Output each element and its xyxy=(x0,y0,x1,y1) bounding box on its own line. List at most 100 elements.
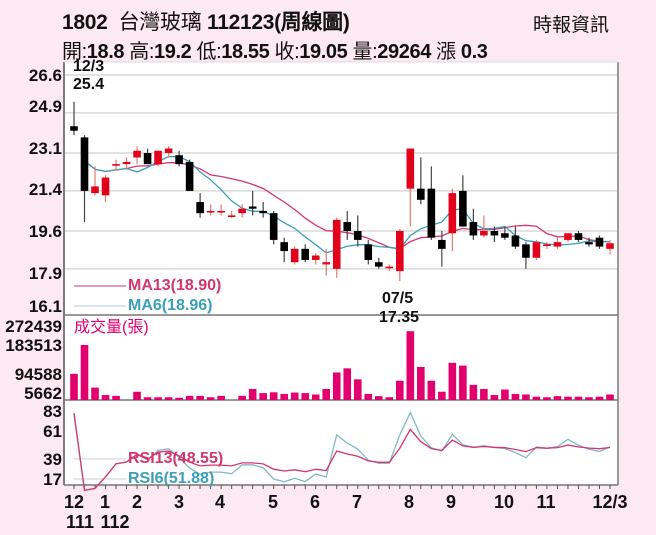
volume-bar xyxy=(543,397,551,400)
candle-body xyxy=(133,150,141,158)
volume-bar xyxy=(406,331,415,400)
x-tick: 7 xyxy=(351,492,363,512)
volume-bar xyxy=(154,397,162,400)
volume-bar xyxy=(417,366,425,400)
candle-body xyxy=(122,161,131,165)
volume-bar xyxy=(91,387,99,400)
volume-value: 29264 xyxy=(377,41,431,63)
volume-bar xyxy=(511,393,520,400)
candle-body xyxy=(396,231,404,272)
candle-body xyxy=(301,248,310,260)
year-label: 111 xyxy=(65,512,95,532)
candle-body xyxy=(585,242,593,245)
volume-bar xyxy=(248,388,257,400)
volume-bar xyxy=(206,397,215,400)
candle-body xyxy=(543,244,551,246)
candle-body xyxy=(553,242,562,247)
volume-bar xyxy=(438,391,446,400)
candle-body xyxy=(206,210,215,213)
candle-body xyxy=(227,215,236,217)
low-value: 18.55 xyxy=(221,41,270,63)
volume-bar xyxy=(143,397,152,400)
volume-bar xyxy=(175,397,183,400)
x-tick: 1 xyxy=(99,492,111,512)
stock-code: 1802 xyxy=(62,11,108,34)
candle-body xyxy=(364,244,373,260)
candle-body xyxy=(501,233,509,238)
high-label: 高: xyxy=(129,41,155,63)
x-tick: 10 xyxy=(493,492,515,512)
volume-bar xyxy=(585,397,593,400)
price-tick: 19.6 xyxy=(28,222,62,241)
candle-body xyxy=(70,126,78,131)
close-label: 收: xyxy=(274,41,300,63)
candle-body xyxy=(595,237,604,247)
volume-bar xyxy=(501,389,509,400)
price-tick: 21.4 xyxy=(28,180,62,199)
candle-body xyxy=(522,244,530,258)
rsi6-legend: RSI6(51.88) xyxy=(128,470,215,487)
volume-tick: 5662 xyxy=(24,384,62,403)
volume-bar xyxy=(185,395,194,400)
volume-bar xyxy=(574,396,583,400)
rsi-tick: 83 xyxy=(43,402,62,421)
candle-body xyxy=(532,242,541,258)
high-date-annotation: 12/3 xyxy=(73,58,105,75)
ma13-legend: MA13(18.90) xyxy=(128,277,222,294)
volume-bar xyxy=(374,396,383,400)
x-tick: 5 xyxy=(267,492,279,512)
volume-bar xyxy=(343,368,352,400)
volume-bar xyxy=(469,384,478,400)
candle-body xyxy=(280,242,288,252)
price-tick: 17.9 xyxy=(28,264,62,283)
x-tick: 11 xyxy=(536,492,556,512)
stats-line: 開:18.8 高:19.2 低:18.55 收:19.05 量:29264 漲 … xyxy=(62,35,488,64)
candle-body xyxy=(480,231,488,236)
rsi-tick: 61 xyxy=(43,422,62,441)
volume-tick: 94588 xyxy=(14,365,62,384)
candle-body xyxy=(438,239,446,249)
candle-body xyxy=(175,155,183,165)
candle-body xyxy=(459,190,467,227)
volume-bar xyxy=(70,373,78,400)
volume-bar xyxy=(564,396,572,400)
candle-body xyxy=(417,188,425,200)
source-label: 時報資訊 xyxy=(533,15,610,36)
rsi13-legend: RSI13(48.55) xyxy=(128,450,224,467)
price-tick: 24.9 xyxy=(28,97,62,116)
volume-bar xyxy=(396,380,404,400)
volume-bar xyxy=(311,394,320,400)
candle-body xyxy=(490,231,499,236)
candle-body xyxy=(469,222,478,236)
volume-bar xyxy=(112,395,120,400)
low-label: 低: xyxy=(196,41,222,63)
volume-bar xyxy=(80,344,89,400)
volume-bar xyxy=(322,388,331,400)
volume-bar xyxy=(217,395,225,400)
candle-body xyxy=(311,255,320,260)
candle-body xyxy=(385,266,394,269)
candle-body xyxy=(343,222,352,231)
candle-body xyxy=(80,137,89,191)
candle-body xyxy=(322,262,331,265)
candle-body xyxy=(259,210,267,214)
volume-tick: 272439 xyxy=(5,317,62,336)
rsi-tick: 39 xyxy=(43,450,62,469)
candle-body xyxy=(332,219,341,269)
candle-body xyxy=(185,161,194,191)
volume-bar xyxy=(532,396,541,400)
candle-body xyxy=(511,235,520,247)
rsi-tick: 17 xyxy=(43,470,62,489)
plot-background xyxy=(64,62,618,485)
open-label: 開: xyxy=(62,41,87,63)
low-date-annotation: 07/5 xyxy=(382,290,414,307)
volume-bar xyxy=(101,395,110,400)
volume-bar xyxy=(480,388,488,400)
candle-body xyxy=(164,148,173,153)
volume-bar xyxy=(427,380,436,400)
volume-bar xyxy=(459,365,467,400)
candle-body xyxy=(143,153,152,165)
x-tick: 12/3 xyxy=(592,492,628,512)
candle-body xyxy=(101,177,110,196)
year-label: 112 xyxy=(100,512,130,532)
